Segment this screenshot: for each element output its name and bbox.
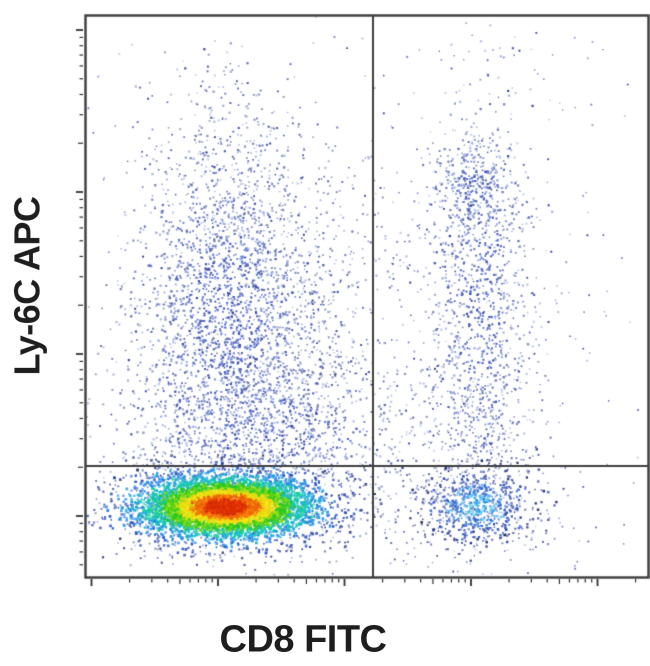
y-axis-label: Ly-6C APC [6,196,48,376]
x-axis-label: CD8 FITC [219,618,388,661]
